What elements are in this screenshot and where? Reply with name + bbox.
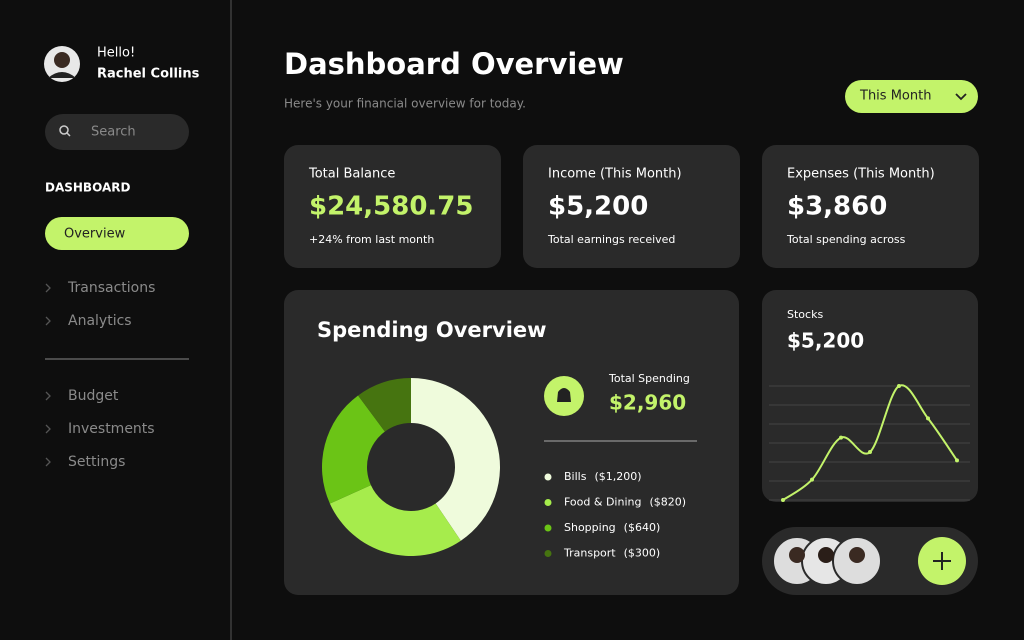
chevron (955, 93, 967, 101)
legend-value: ($640) (624, 521, 661, 534)
chevron (45, 391, 51, 401)
donut-segment (358, 378, 411, 432)
stocks-value: $5,200 (787, 329, 864, 353)
legend-item: Transport ($300) (563, 547, 660, 560)
stat-note: Total spending across (786, 233, 906, 246)
stat-note: +24% from last month (309, 233, 434, 246)
donut-chart: Bills ($1,200) Food & Dining ($820) Shopping… (322, 378, 686, 560)
spending-title: Spending Overview (317, 318, 547, 342)
chevron (45, 283, 51, 293)
nav-active[interactable] (45, 217, 189, 250)
stat-card (523, 145, 740, 268)
cards: Total Balance $24,580.75 +24% from last mo… (284, 145, 979, 268)
stat-label: Expenses (This Month) (787, 167, 935, 182)
nav-item[interactable]: Transactions (67, 280, 155, 296)
stock-point (955, 458, 959, 463)
legend-name: Shopping (564, 521, 616, 534)
search-placeholder: Search (91, 125, 136, 140)
legend-dot (544, 524, 552, 532)
stock-point (868, 450, 872, 454)
stat-note: Total earnings received (547, 233, 675, 246)
avatar-face (54, 52, 70, 68)
stat-card (284, 145, 501, 268)
total-label: Total Spending (608, 372, 690, 385)
nav-item[interactable]: Settings (68, 454, 125, 470)
period-selector[interactable] (845, 80, 978, 113)
legend-dot (544, 499, 552, 506)
donut-segment (322, 395, 385, 504)
user-name: Rachel Collins (97, 67, 200, 82)
nav-active-label: Overview (64, 227, 126, 242)
chevron (45, 424, 51, 434)
legend-name: Food & Dining (564, 496, 641, 509)
stock-point (839, 435, 843, 440)
stocks-label: Stocks (787, 308, 823, 321)
nav-item[interactable]: Investments (68, 421, 155, 437)
search-icon (66, 132, 71, 137)
legend-value: ($300) (624, 547, 661, 560)
stat-label: Total Balance (308, 167, 395, 182)
legend-name: Transport (563, 547, 616, 560)
legend-value: ($1,200) (594, 470, 641, 483)
search-icon (59, 125, 69, 135)
page-subtitle: Here's your financial overview for today… (284, 97, 526, 111)
avatar-face (818, 547, 834, 563)
total-value: $2,960 (609, 391, 686, 415)
avatar-face (849, 547, 865, 563)
stat-value: $24,580.75 (309, 192, 473, 222)
legend-item: Food & Dining ($820) (564, 496, 686, 509)
plus-icon (933, 552, 951, 570)
line-chart (769, 384, 970, 502)
section-title: DASHBOARD (45, 181, 130, 195)
stat-value: $3,860 (787, 192, 887, 222)
avatar-body (48, 72, 76, 78)
period-label: This Month (859, 89, 931, 104)
nav-item[interactable]: Analytics (68, 313, 132, 329)
legend-value: ($820) (649, 496, 686, 509)
avatar-face (789, 547, 805, 563)
legend-item: Bills ($1,200) (564, 470, 642, 483)
stock-point (810, 477, 814, 482)
donut-segment (411, 378, 500, 541)
nav-item[interactable]: Budget (68, 388, 119, 404)
stat-label: Income (This Month) (548, 167, 682, 182)
stat-value: $5,200 (548, 192, 648, 222)
legend-item: Shopping ($640) (564, 521, 660, 534)
search-box[interactable] (45, 114, 189, 150)
stocks-card (762, 290, 978, 502)
stock-point (926, 416, 930, 421)
legend-dot (544, 473, 552, 481)
donut-segment (329, 485, 461, 556)
stock-point (897, 384, 901, 388)
chevron (45, 457, 51, 467)
legend-dot (544, 550, 552, 557)
stock-point (781, 498, 785, 502)
stat-card (762, 145, 979, 268)
chevron (45, 316, 51, 326)
greeting: Hello! (97, 46, 135, 61)
money-icon (557, 388, 571, 402)
legend-name: Bills (564, 470, 587, 483)
page-title: Dashboard Overview (284, 47, 624, 81)
nav: Transactions Analytics Budget Investments Se… (45, 280, 155, 470)
